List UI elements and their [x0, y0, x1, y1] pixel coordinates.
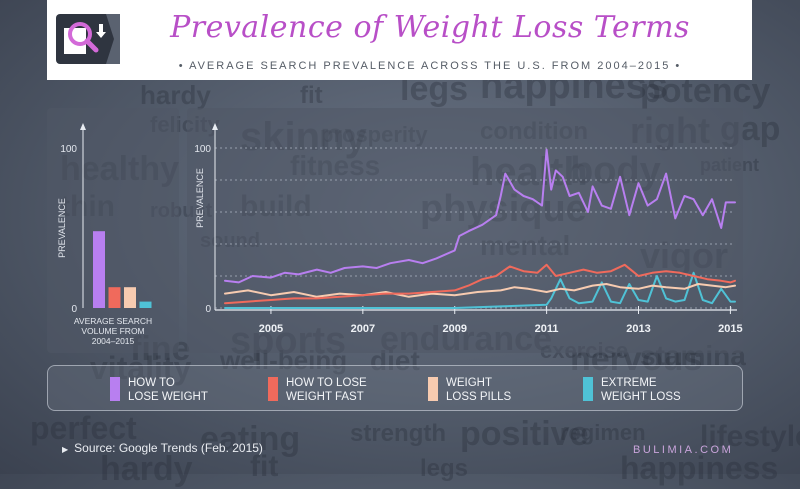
legend-swatch	[110, 377, 120, 401]
x-tick-label: 2009	[442, 323, 466, 335]
background-word: fit	[300, 82, 323, 109]
legend-swatch	[268, 377, 278, 401]
y-axis-arrow	[80, 123, 86, 130]
background-word: perfect	[30, 410, 137, 446]
series-line	[224, 271, 736, 309]
series-line	[224, 148, 736, 284]
bar-chart: 100 0 PREVALENCE AVERAGE SEARCH VOLUME FROM 2…	[57, 123, 152, 346]
y-axis-label: PREVALENCE	[57, 198, 67, 258]
y-tick-label: 100	[60, 144, 77, 155]
legend-label: HOW TO LOSE WEIGHT FAST	[286, 377, 367, 403]
background-word: vitality	[90, 350, 192, 386]
x-tick-label: 2015	[718, 323, 742, 335]
background-word: legs	[420, 455, 469, 482]
y-axis-arrow	[212, 123, 218, 130]
legend: HOW TO LOSE WEIGHT HOW TO LOSE WEIGHT FA…	[47, 365, 743, 411]
bar	[93, 231, 105, 308]
background-word: regimen	[560, 420, 646, 445]
source-text: Source: Google Trends (Feb. 2015)	[74, 441, 263, 455]
y-tick-label: 0	[205, 304, 211, 315]
background-word: fit	[250, 450, 279, 483]
logo-icon	[56, 14, 120, 64]
source-note: ▶ Source: Google Trends (Feb. 2015)	[62, 441, 263, 455]
x-tick-label: 2005	[259, 323, 283, 335]
y-tick-label: 0	[71, 304, 77, 315]
bar-chart-caption: AVERAGE SEARCH VOLUME FROM 2004–2015	[74, 316, 152, 346]
legend-label: HOW TO LOSE WEIGHT	[128, 377, 208, 403]
bar-chart-panel	[47, 108, 179, 353]
legend-label: WEIGHT LOSS PILLS	[446, 377, 512, 403]
background-word: positive	[460, 415, 589, 453]
x-tick-label: 2007	[351, 323, 375, 335]
series-line	[224, 283, 736, 298]
bar	[108, 287, 121, 308]
bar	[139, 301, 152, 308]
legend-swatch	[583, 377, 593, 401]
line-chart: 100 0 PREVALENCE 2005 2007 2009 2011 2013 2015	[194, 123, 743, 335]
background-word: strength	[350, 420, 446, 447]
background-word: eating	[200, 420, 301, 458]
y-tick-label: 100	[194, 144, 211, 155]
background-word: lifestyle	[700, 420, 800, 453]
brand-link[interactable]: BULIMIA.COM	[633, 444, 734, 456]
header-banner	[47, 0, 752, 80]
line-chart-panel	[187, 108, 743, 353]
x-tick-label: 2013	[626, 323, 650, 335]
bullet-icon: ▶	[62, 445, 69, 454]
x-tick-label: 2011	[535, 323, 559, 335]
legend-swatch	[428, 377, 438, 401]
background-word: hardy	[140, 80, 211, 110]
page-title: Prevalence of Weight Loss Terms	[170, 10, 690, 45]
bar	[124, 287, 136, 308]
background-word: hardy	[100, 450, 193, 488]
page-subtitle: • AVERAGE SEARCH PREVALENCE ACROSS THE U…	[178, 60, 682, 72]
legend-label: EXTREME WEIGHT LOSS	[601, 377, 681, 403]
series-line	[224, 263, 736, 305]
y-axis-label: PREVALENCE	[195, 168, 205, 228]
